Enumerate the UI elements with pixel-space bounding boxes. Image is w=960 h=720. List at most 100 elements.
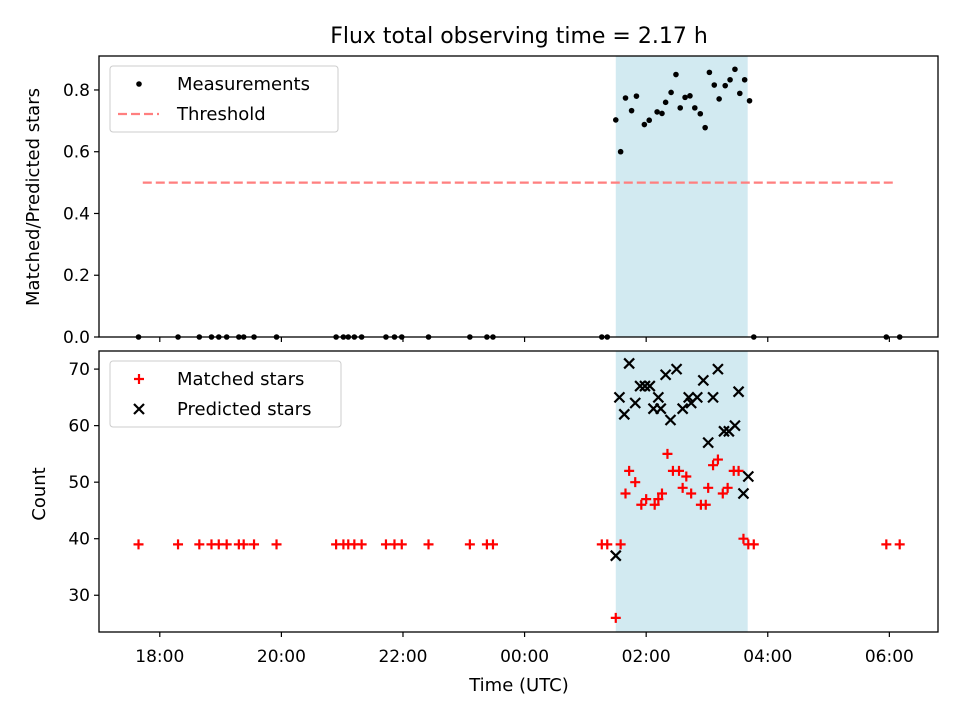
data-point: [620, 488, 631, 499]
data-point: [624, 465, 635, 476]
data-point: [727, 76, 733, 83]
data-point: [722, 82, 729, 89]
data-point: [644, 380, 656, 392]
y-tick-label: 70: [68, 360, 90, 380]
legend-label: Matched stars: [177, 369, 304, 390]
legend-marker: [133, 403, 145, 415]
data-point: [697, 110, 704, 117]
data-point: [732, 66, 738, 73]
data-point: [654, 402, 667, 415]
data-point: [423, 539, 434, 550]
data-point: [356, 539, 367, 550]
axes-frame: [98, 55, 939, 338]
data-point: [682, 94, 688, 101]
x-tick-label: 18:00: [135, 647, 184, 667]
data-point: [706, 69, 713, 76]
data-point: [737, 487, 750, 500]
data-point: [697, 374, 710, 387]
series-matched-stars: [133, 448, 905, 623]
y-tick-label: 0.8: [63, 81, 90, 101]
data-point: [712, 454, 723, 465]
data-point: [238, 539, 249, 550]
data-point: [748, 539, 759, 550]
data-point: [602, 539, 613, 550]
data-point: [173, 539, 184, 550]
x-tick-label: 02:00: [622, 647, 671, 667]
data-point: [662, 448, 673, 459]
data-point: [703, 482, 714, 493]
data-point: [487, 539, 498, 550]
legend-label: Predicted stars: [177, 399, 311, 420]
y-tick-label: 50: [68, 473, 90, 493]
data-point: [656, 488, 667, 499]
data-point: [133, 539, 144, 550]
legend-box: [109, 360, 342, 428]
x-tick-label: 00:00: [500, 647, 549, 667]
data-point: [630, 477, 641, 488]
data-point: [612, 117, 619, 123]
y-tick-label: 60: [68, 417, 90, 437]
data-point: [221, 539, 232, 550]
legend-marker: [136, 81, 142, 87]
data-point: [674, 465, 685, 476]
data-point: [662, 99, 669, 106]
data-point: [654, 109, 660, 115]
data-point: [668, 89, 674, 96]
observing-window-shade: [615, 56, 748, 337]
data-point: [396, 539, 407, 550]
data-point: [249, 539, 260, 550]
data-point: [617, 148, 624, 155]
data-point: [615, 539, 626, 550]
top-panel: 0.0 0.2 0.4 0.6 0.8 Measurements Threshold: [63, 55, 939, 348]
legend: Matched stars Predicted stars: [109, 360, 342, 428]
data-point: [613, 391, 626, 404]
data-point: [716, 96, 722, 102]
data-point: [636, 499, 647, 510]
data-point: [732, 385, 745, 398]
data-point: [464, 539, 475, 550]
data-point: [691, 391, 704, 404]
y-tick-label: 40: [68, 530, 90, 550]
data-point: [623, 357, 635, 370]
data-point: [881, 539, 892, 550]
data-point: [380, 539, 391, 550]
data-point: [641, 121, 648, 128]
data-point: [894, 539, 905, 550]
data-point: [711, 82, 718, 88]
data-point: [742, 470, 755, 483]
data-point: [629, 397, 642, 409]
axes-frame: [98, 350, 939, 633]
data-point: [194, 539, 205, 550]
data-point: [737, 90, 743, 97]
data-point: [708, 460, 719, 471]
data-point: [692, 105, 698, 111]
data-point: [741, 76, 748, 83]
data-point: [676, 402, 689, 415]
data-point: [707, 391, 719, 404]
data-point: [610, 612, 621, 623]
y-tick-label: 0.2: [63, 266, 90, 286]
bottom-y-axis-label: Count: [29, 467, 50, 520]
data-point: [677, 105, 684, 111]
series-predicted-stars: [609, 357, 755, 562]
y-tick-label: 0.4: [63, 204, 90, 224]
data-point: [664, 414, 677, 426]
data-point: [722, 482, 733, 493]
chart-title: Flux total observing time = 2.17 h: [330, 24, 708, 49]
data-point: [733, 465, 744, 476]
data-point: [677, 482, 688, 493]
legend-box: [109, 65, 339, 133]
data-point: [639, 380, 651, 392]
bottom-panel: 30 40 50 60 70 18:00 20:00 22:00 00:00 02:00 04:00…: [68, 350, 939, 667]
data-point: [641, 494, 652, 505]
data-point: [712, 363, 724, 375]
data-point: [702, 436, 714, 449]
legend-label: Threshold: [176, 104, 266, 125]
data-point: [634, 380, 646, 392]
y-tick-label: 30: [68, 586, 90, 606]
data-point: [670, 363, 683, 375]
data-point: [652, 391, 665, 404]
x-axis-label: Time (UTC): [468, 675, 569, 696]
x-tick-label: 04:00: [743, 647, 792, 667]
